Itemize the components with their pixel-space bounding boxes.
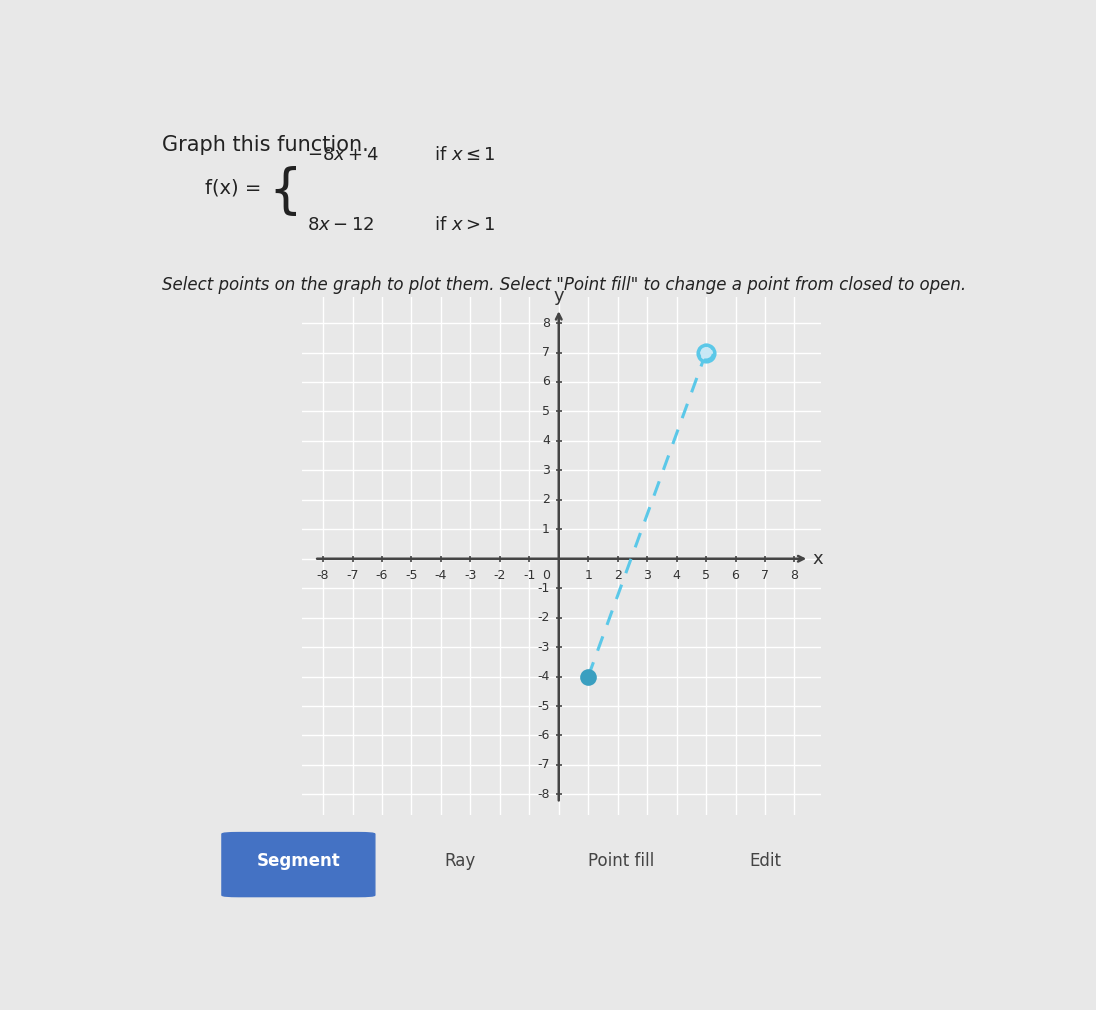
Text: -7: -7 — [346, 569, 358, 582]
Text: 7: 7 — [541, 346, 550, 359]
Text: 4: 4 — [543, 434, 550, 447]
Text: 4: 4 — [673, 569, 681, 582]
Text: 2: 2 — [614, 569, 621, 582]
Text: -4: -4 — [435, 569, 447, 582]
Text: Point fill: Point fill — [589, 851, 654, 870]
Text: -6: -6 — [376, 569, 388, 582]
Text: Segment: Segment — [256, 851, 340, 870]
Text: -8: -8 — [537, 788, 550, 801]
Text: -5: -5 — [406, 569, 418, 582]
Text: f(x) =: f(x) = — [205, 179, 261, 198]
Text: 8: 8 — [541, 316, 550, 329]
Text: -8: -8 — [317, 569, 329, 582]
Text: 6: 6 — [731, 569, 740, 582]
Text: 1: 1 — [543, 523, 550, 535]
Text: y: y — [553, 288, 564, 305]
Text: -2: -2 — [537, 611, 550, 624]
Text: Graph this function.: Graph this function. — [162, 134, 369, 155]
Text: x: x — [812, 549, 823, 568]
Text: 2: 2 — [543, 493, 550, 506]
Text: -4: -4 — [537, 670, 550, 683]
Text: if $x > 1$: if $x > 1$ — [434, 216, 495, 234]
Text: 0: 0 — [541, 569, 550, 582]
Text: 5: 5 — [703, 569, 710, 582]
Text: -3: -3 — [465, 569, 477, 582]
Text: 6: 6 — [543, 376, 550, 389]
Text: -1: -1 — [537, 582, 550, 595]
Text: {: { — [269, 166, 302, 217]
Text: 3: 3 — [543, 464, 550, 477]
Text: 8: 8 — [790, 569, 798, 582]
Text: Edit: Edit — [750, 851, 781, 870]
Text: -3: -3 — [537, 640, 550, 653]
Text: -2: -2 — [493, 569, 506, 582]
Text: Select points on the graph to plot them. Select "Point fill" to change a point f: Select points on the graph to plot them.… — [162, 276, 967, 294]
Text: Ray: Ray — [444, 851, 476, 870]
Text: if $x \leq 1$: if $x \leq 1$ — [434, 145, 495, 164]
Text: 5: 5 — [541, 405, 550, 418]
Text: $8x - 12$: $8x - 12$ — [307, 216, 374, 234]
Text: -6: -6 — [537, 729, 550, 742]
Text: 3: 3 — [643, 569, 651, 582]
Text: -1: -1 — [523, 569, 536, 582]
Text: -7: -7 — [537, 759, 550, 772]
Text: 1: 1 — [584, 569, 592, 582]
Text: $-8x + 4$: $-8x + 4$ — [307, 145, 378, 164]
Text: 7: 7 — [761, 569, 769, 582]
Text: -5: -5 — [537, 700, 550, 712]
FancyBboxPatch shape — [221, 832, 375, 897]
